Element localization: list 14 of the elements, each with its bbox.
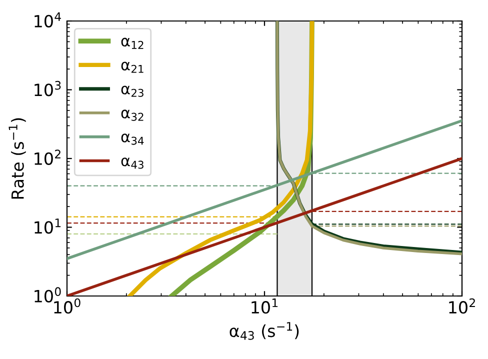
x-axis-title: α$_{43}$ (s$^{−1}$) xyxy=(230,322,299,340)
legend-label: α$_{12}$ xyxy=(121,38,144,49)
x-tick-label: 10$^{2}$ xyxy=(449,298,475,314)
legend-label: α$_{21}$ xyxy=(121,62,144,73)
y-axis-title: Rate (s$^{−1}$) xyxy=(8,118,26,199)
legend-label: α$_{23}$ xyxy=(121,86,144,97)
y-tick-label: 10$^{4}$ xyxy=(34,12,61,28)
legend-label: α$_{32}$ xyxy=(121,110,144,121)
legend-label: α$_{34}$ xyxy=(121,134,144,145)
x-tick-label: 10$^{1}$ xyxy=(252,298,278,314)
y-tick-label: 10$^{2}$ xyxy=(34,150,60,165)
legend-label: α$_{43}$ xyxy=(121,158,144,169)
y-tick-label: 10$^{3}$ xyxy=(34,80,61,96)
y-tick-label: 10$^{1}$ xyxy=(34,218,61,234)
